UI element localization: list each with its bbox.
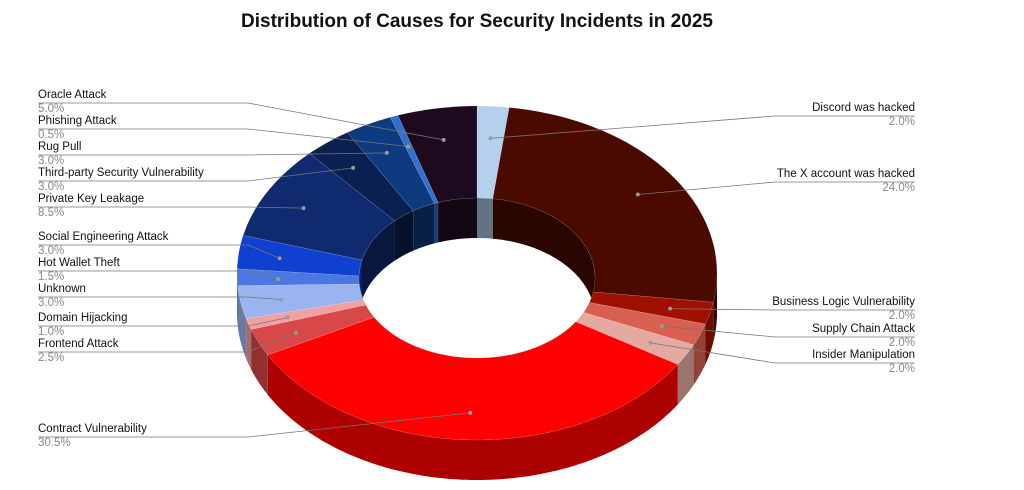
- value-label: 1.0%: [38, 326, 64, 338]
- chart-title: Distribution of Causes for Security Inci…: [241, 11, 713, 32]
- slice-side: [677, 344, 694, 405]
- leader-line: [38, 412, 471, 438]
- slice-side: [693, 324, 706, 385]
- slice-inner-wall: [477, 198, 493, 239]
- leader-dot: [488, 136, 493, 141]
- slice-side: [246, 318, 252, 370]
- legend-label: Contract Vulnerability: [38, 423, 147, 435]
- legend-label: Private Key Leakage: [38, 193, 144, 205]
- value-label: 8.5%: [38, 207, 64, 219]
- leader-dot: [659, 324, 664, 329]
- leader-line: [637, 181, 915, 195]
- value-label: 24.0%: [882, 182, 915, 194]
- value-label: 2.0%: [889, 310, 915, 322]
- value-label: 30.5%: [38, 437, 71, 449]
- leader-dot: [635, 192, 640, 197]
- value-label: 3.0%: [38, 155, 64, 167]
- value-label: 2.0%: [889, 337, 915, 349]
- legend-label: Phishing Attack: [38, 115, 117, 127]
- slice-side: [267, 354, 678, 480]
- leader-dot: [279, 297, 284, 302]
- slice-side: [705, 302, 714, 365]
- slice: [492, 107, 718, 303]
- leader-dot: [441, 137, 446, 142]
- legend-label: Discord was hacked: [812, 102, 915, 114]
- legend-label: Frontend Attack: [38, 338, 119, 350]
- legend-label: Supply Chain Attack: [812, 323, 915, 335]
- leader-dot: [301, 206, 306, 211]
- value-label: 3.0%: [38, 297, 64, 309]
- leader-line: [38, 152, 387, 156]
- leader-line: [38, 296, 282, 300]
- slice: [397, 105, 478, 203]
- slice-inner-wall: [362, 220, 395, 300]
- legend-label: Domain Hijacking: [38, 312, 127, 324]
- legend-label: Third-party Security Vulnerability: [38, 167, 204, 179]
- leader-dot: [668, 306, 673, 311]
- leader-line: [661, 325, 915, 338]
- leader-dot: [406, 144, 411, 149]
- leader-line: [38, 317, 288, 327]
- leader-dot: [468, 410, 473, 415]
- legend-label: Business Logic Vulnerability: [772, 296, 915, 308]
- leader-dot: [276, 276, 281, 281]
- value-label: 1.5%: [38, 271, 64, 283]
- value-label: 3.0%: [38, 181, 64, 193]
- leader-line: [38, 270, 279, 280]
- leader-line: [650, 342, 915, 364]
- slice-inner-wall: [438, 198, 477, 243]
- slice-side: [713, 273, 717, 343]
- value-label: 5.0%: [38, 103, 64, 115]
- legend-label: Unknown: [38, 283, 86, 295]
- value-label: 0.5%: [38, 129, 64, 141]
- slice-inner-wall: [413, 203, 435, 251]
- slice-inner-wall: [492, 198, 595, 318]
- value-label: 2.0%: [889, 363, 915, 375]
- slice-side: [251, 329, 268, 395]
- slice-inner-wall: [394, 210, 414, 261]
- legend-label: Social Engineering Attack: [38, 231, 169, 243]
- leader-dot: [277, 256, 282, 261]
- leader-dot: [648, 340, 653, 345]
- leader-line: [670, 308, 915, 311]
- legend-label: Rug Pull: [38, 141, 81, 153]
- legend-label: Oracle Attack: [38, 89, 107, 101]
- legend-label: Hot Wallet Theft: [38, 257, 121, 269]
- leader-line: [490, 115, 915, 139]
- leader-line: [38, 167, 354, 182]
- leader-dot: [285, 315, 290, 320]
- legend-label: The X account was hacked: [777, 168, 915, 180]
- leader-line: [38, 244, 280, 259]
- slice-inner-wall: [434, 202, 439, 244]
- leader-dot: [293, 330, 298, 335]
- value-label: 2.5%: [38, 352, 64, 364]
- leader-dot: [351, 165, 356, 170]
- leader-line: [38, 128, 409, 147]
- legend-label: Insider Manipulation: [812, 349, 915, 361]
- leader-line: [38, 206, 304, 209]
- leader-line: [38, 332, 297, 353]
- slice-side: [237, 273, 238, 326]
- value-label: 2.0%: [889, 116, 915, 128]
- leader-dot: [384, 150, 389, 155]
- leader-line: [38, 102, 444, 141]
- slice-side: [237, 285, 247, 359]
- value-label: 3.0%: [38, 245, 64, 257]
